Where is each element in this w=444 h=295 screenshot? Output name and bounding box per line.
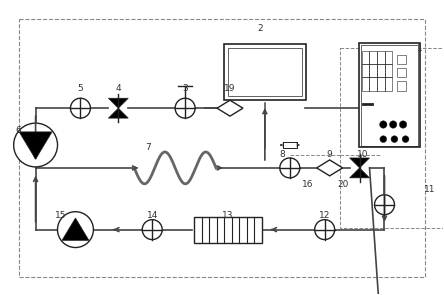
Text: 12: 12 [319,211,330,220]
Circle shape [380,121,387,128]
Bar [377,51,385,64]
Circle shape [399,121,407,128]
Text: 2: 2 [257,24,263,33]
Text: 3: 3 [182,84,188,93]
Circle shape [315,220,335,240]
Text: 20: 20 [337,180,348,189]
Text: 15: 15 [55,211,66,220]
Bar [361,45,418,145]
Circle shape [375,195,394,215]
Bar [361,64,369,77]
Polygon shape [349,158,369,168]
Text: 9: 9 [327,150,333,160]
Polygon shape [217,100,243,116]
Text: 7: 7 [145,143,151,153]
Text: 6: 6 [16,126,21,135]
Text: 5: 5 [78,84,83,93]
Bar [359,43,420,148]
Bar [377,77,385,91]
Text: 4: 4 [115,84,121,93]
Bar [385,51,392,64]
Bar [228,48,302,96]
Bar [369,77,377,91]
Bar [340,48,444,228]
Text: 8: 8 [279,150,285,160]
Bar [397,55,406,64]
Polygon shape [62,218,89,240]
Text: 13: 13 [222,211,234,220]
Bar [224,45,306,100]
Circle shape [380,136,387,142]
Text: 19: 19 [224,84,236,93]
Text: 11: 11 [424,185,435,194]
Bar [377,64,385,77]
Polygon shape [108,98,128,108]
Circle shape [280,158,300,178]
Bar [361,77,369,91]
Bar [19,19,425,277]
Polygon shape [349,168,369,178]
Bar [369,51,377,64]
Bar [361,51,369,64]
Text: 10: 10 [357,150,369,160]
Circle shape [391,136,398,142]
Text: 14: 14 [147,211,158,220]
Polygon shape [19,132,52,159]
Bar [397,81,406,91]
Circle shape [71,98,91,118]
Circle shape [142,220,162,240]
Polygon shape [317,160,343,176]
Circle shape [402,136,409,142]
Bar [385,64,392,77]
Circle shape [389,121,397,128]
Circle shape [58,212,93,248]
Bar [369,64,377,77]
Circle shape [175,98,195,118]
Polygon shape [108,108,128,118]
Bar [194,217,262,242]
Text: 16: 16 [302,180,313,189]
Text: 1: 1 [416,44,422,53]
Circle shape [14,123,58,167]
Bar [385,77,392,91]
Bar [397,68,406,77]
